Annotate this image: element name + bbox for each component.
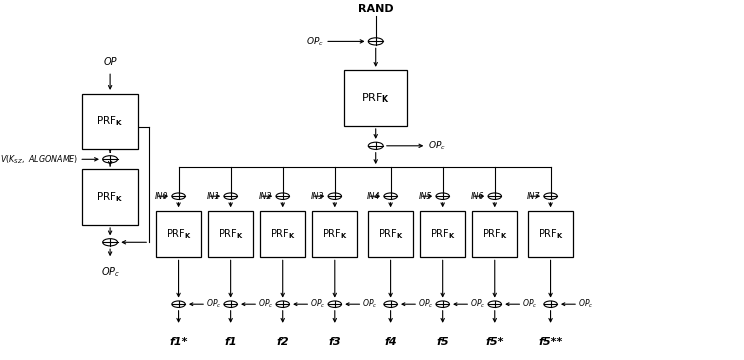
Text: $OP_c$: $OP_c$ — [522, 298, 538, 310]
Text: IN3: IN3 — [311, 192, 324, 201]
Text: $OP_c$: $OP_c$ — [470, 298, 486, 310]
Bar — [472, 211, 517, 257]
Text: IN5: IN5 — [419, 192, 432, 201]
Bar — [528, 211, 573, 257]
Text: $V(K_{SZ},$ ALGONAME$)\!$: $V(K_{SZ},$ ALGONAME$)\!$ — [0, 153, 79, 166]
Text: PRF$_\mathbf{K}$: PRF$_\mathbf{K}$ — [430, 227, 455, 241]
Bar — [82, 169, 138, 225]
Bar — [312, 211, 357, 257]
Text: f1: f1 — [225, 337, 237, 347]
Text: PRF$_\mathbf{K}$: PRF$_\mathbf{K}$ — [166, 227, 191, 241]
Text: PRF$_\mathbf{K}$: PRF$_\mathbf{K}$ — [482, 227, 507, 241]
Bar — [156, 211, 201, 257]
Text: $OP_c$: $OP_c$ — [258, 298, 274, 310]
Bar — [82, 94, 138, 149]
Text: f1*: f1* — [170, 337, 187, 347]
Text: f4: f4 — [385, 337, 397, 347]
Text: $OP_c$: $OP_c$ — [428, 140, 446, 152]
Text: f5**: f5** — [539, 337, 562, 347]
Text: PRF$_\mathbf{K}$: PRF$_\mathbf{K}$ — [218, 227, 243, 241]
Text: RAND: RAND — [358, 4, 394, 14]
Bar — [420, 211, 465, 257]
Text: f2: f2 — [277, 337, 289, 347]
Text: $OP_c$: $OP_c$ — [206, 298, 222, 310]
Text: IN4: IN4 — [367, 192, 380, 201]
Text: PRF$_\mathbf{K}$: PRF$_\mathbf{K}$ — [270, 227, 295, 241]
Text: IN1: IN1 — [207, 192, 220, 201]
Text: IN2: IN2 — [259, 192, 272, 201]
Text: PRF$_\mathbf{K}$: PRF$_\mathbf{K}$ — [97, 114, 124, 129]
Bar — [368, 211, 413, 257]
Text: PRF$_\mathbf{K}$: PRF$_\mathbf{K}$ — [97, 190, 124, 204]
Text: $OP_c$: $OP_c$ — [362, 298, 378, 310]
Text: PRF$_\mathbf{K}$: PRF$_\mathbf{K}$ — [361, 91, 391, 105]
Text: f5*: f5* — [486, 337, 504, 347]
Bar — [208, 211, 253, 257]
Text: IN0: IN0 — [155, 192, 168, 201]
Text: PRF$_\mathbf{K}$: PRF$_\mathbf{K}$ — [538, 227, 563, 241]
Bar — [260, 211, 305, 257]
Bar — [344, 70, 408, 126]
Text: f5: f5 — [437, 337, 449, 347]
Text: PRF$_\mathbf{K}$: PRF$_\mathbf{K}$ — [378, 227, 403, 241]
Text: OP: OP — [103, 57, 117, 67]
Text: IN7: IN7 — [527, 192, 540, 201]
Text: $OP_c$: $OP_c$ — [418, 298, 434, 310]
Text: f3: f3 — [329, 337, 341, 347]
Text: $OP_c$: $OP_c$ — [310, 298, 326, 310]
Text: IN6: IN6 — [471, 192, 484, 201]
Text: $OP_c$: $OP_c$ — [306, 35, 324, 48]
Text: PRF$_\mathbf{K}$: PRF$_\mathbf{K}$ — [322, 227, 347, 241]
Text: $OP_c$: $OP_c$ — [578, 298, 594, 310]
Text: $OP_c$: $OP_c$ — [100, 266, 120, 279]
